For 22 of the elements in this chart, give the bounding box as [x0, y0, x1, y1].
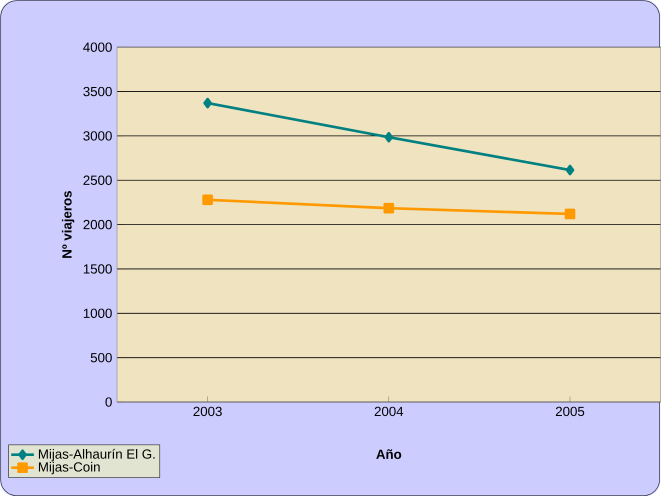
y-tick-label: 4000	[83, 42, 112, 52]
y-axis-title: Nº viajeros	[62, 190, 74, 258]
x-axis-title: Año	[376, 449, 402, 459]
y-tick-label: 3000	[83, 131, 112, 140]
y-tick-label: 1500	[84, 264, 112, 274]
legend-label: Mijas-Alhaurín El G.	[38, 448, 155, 462]
y-tick-label: 2000	[83, 220, 112, 230]
point	[564, 208, 576, 220]
y-tick-label: 2500	[83, 175, 112, 185]
point	[203, 98, 212, 108]
y-tick-label: 500	[90, 352, 112, 362]
y-tick-label: 0	[105, 397, 112, 407]
x-tick-label: 2003	[194, 406, 222, 416]
point	[384, 202, 394, 214]
point	[202, 194, 213, 205]
x-tick-label: 2005	[556, 406, 584, 416]
legend-label: Mijas-Coin	[38, 462, 100, 474]
point	[384, 132, 394, 142]
point	[566, 164, 574, 176]
x-tick-label: 2004	[374, 406, 404, 416]
y-tick-label: 1000	[84, 308, 112, 318]
y-tick-label: 3500	[83, 86, 112, 96]
